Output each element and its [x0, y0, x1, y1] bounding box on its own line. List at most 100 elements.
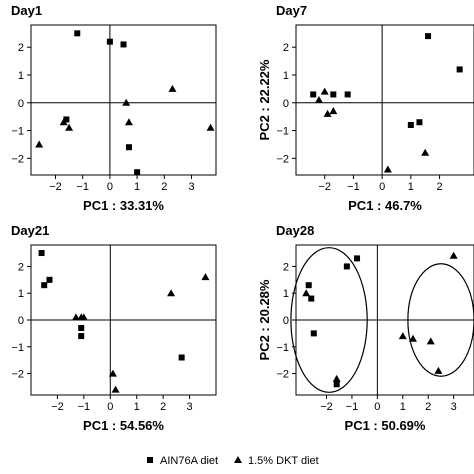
x-tick-label: 2 — [436, 181, 442, 193]
x-tick-label: 2 — [425, 401, 431, 413]
y-tick-label: 1 — [283, 70, 289, 82]
ain76a-point — [106, 38, 113, 45]
dkt-point — [71, 313, 80, 321]
dkt-point — [79, 313, 88, 321]
y-tick-label: 1 — [283, 288, 289, 300]
y-tick-label: 2 — [18, 261, 24, 273]
y-tick-label: −2 — [11, 369, 24, 381]
x-tick-label: −2 — [49, 181, 62, 193]
y-tick-label: 2 — [283, 42, 289, 54]
dkt-point — [59, 118, 68, 126]
ain76a-point — [46, 276, 53, 283]
ain76a-point — [330, 91, 337, 98]
ain76a-point — [416, 119, 423, 126]
ain76a-point — [120, 41, 127, 48]
y-axis-title: PC2 : 20.28% — [257, 279, 272, 360]
ain76a-point — [38, 250, 45, 257]
y-tick-label: −2 — [276, 369, 289, 381]
ain76a-point — [78, 325, 85, 332]
group-ellipse — [290, 247, 368, 393]
dkt-point — [122, 98, 131, 106]
panel-title: Day7 — [276, 3, 307, 18]
ain76a-point — [74, 30, 81, 37]
x-axis-title: PC1 : 54.56% — [83, 418, 164, 433]
ain76a-point — [134, 169, 141, 176]
group-ellipse — [407, 263, 474, 377]
dkt-point — [314, 96, 323, 103]
x-tick-label: −1 — [76, 181, 89, 193]
ain76a-point — [125, 144, 132, 151]
ain76a-point — [63, 116, 70, 123]
ain76a-point — [343, 263, 350, 270]
dkt-point — [398, 332, 407, 340]
x-axis-title: PC1 : 33.31% — [83, 198, 164, 213]
dkt-point — [167, 289, 176, 297]
x-tick-label: 2 — [160, 401, 166, 413]
x-tick-label: 0 — [107, 181, 113, 193]
plot-frame — [295, 24, 474, 176]
x-tick-label: −2 — [318, 181, 331, 193]
x-tick-label: −1 — [347, 181, 360, 193]
dkt-point — [329, 107, 338, 115]
x-tick-label: −1 — [346, 401, 359, 413]
dkt-point — [168, 84, 177, 92]
y-tick-label: −1 — [276, 342, 289, 354]
y-axis-title: PC2 : 22.22% — [257, 59, 272, 140]
plot-frame — [30, 24, 217, 176]
x-tick-label: −2 — [320, 401, 333, 413]
x-tick-label: 3 — [187, 401, 193, 413]
ain76a-point — [425, 33, 432, 40]
y-tick-label: −1 — [11, 342, 24, 354]
dkt-point — [408, 334, 417, 342]
dkt-point — [35, 140, 44, 148]
ain76a-point — [308, 295, 315, 302]
dkt-point — [65, 123, 74, 131]
dkt-point — [434, 366, 443, 374]
y-tick-label: −2 — [11, 153, 24, 165]
x-tick-label: 1 — [400, 401, 406, 413]
ain76a-point — [354, 255, 361, 262]
y-tick-label: 0 — [283, 315, 289, 327]
x-axis-title: PC1 : 46.7% — [348, 198, 422, 213]
legend-label: AIN76A diet — [160, 455, 218, 467]
ain76a-point — [407, 122, 414, 128]
y-tick-label: 0 — [18, 98, 24, 110]
ain76a-point — [78, 333, 85, 340]
ain76a-point — [344, 91, 351, 98]
x-tick-label: −2 — [51, 401, 64, 413]
x-tick-label: 3 — [451, 401, 457, 413]
x-tick-label: 1 — [134, 181, 140, 193]
y-tick-label: 1 — [18, 288, 24, 300]
panel-title: Day1 — [11, 3, 42, 18]
dkt-point — [201, 273, 210, 281]
panel-day21: Day21 −2 −1 0 1 2 3 −2 −1 0 1 2 PC1 : 54.56% — [11, 223, 217, 433]
y-tick-label: −1 — [276, 126, 289, 138]
y-tick-label: 1 — [18, 70, 24, 82]
panel-day28: Day28 −2 −1 0 1 2 3 −2 −1 0 1 2 PC1 : 50.69% PC2 : 20… — [257, 223, 474, 433]
legend: AIN76A diet 1.5% DKT diet — [147, 455, 319, 467]
x-tick-label: 1 — [408, 181, 414, 193]
y-tick-label: 2 — [18, 42, 24, 54]
y-tick-label: 0 — [283, 98, 289, 110]
dkt-point — [323, 109, 332, 117]
y-tick-label: −2 — [276, 153, 289, 165]
dkt-point — [332, 374, 341, 382]
dkt-point — [426, 337, 435, 345]
ain76a-point — [305, 282, 312, 289]
panel-title: Day21 — [11, 223, 49, 238]
legend-square-icon — [147, 457, 153, 463]
x-tick-label: 3 — [188, 181, 194, 193]
y-tick-label: −1 — [11, 126, 24, 138]
panel-day7: Day7 −2 −1 0 1 2 −2 −1 0 1 2 PC1 : 46.7% PC2 : 22.22… — [257, 3, 474, 213]
x-tick-label: −1 — [78, 401, 91, 413]
dkt-point — [206, 123, 215, 131]
legend-triangle-icon — [234, 456, 242, 463]
y-tick-label: 2 — [283, 261, 289, 273]
x-tick-label: 0 — [374, 401, 380, 413]
x-tick-label: 0 — [379, 181, 385, 193]
ain76a-point — [41, 282, 48, 289]
ain76a-point — [310, 91, 317, 98]
dkt-point — [421, 148, 430, 156]
ain76a-point — [310, 330, 317, 337]
